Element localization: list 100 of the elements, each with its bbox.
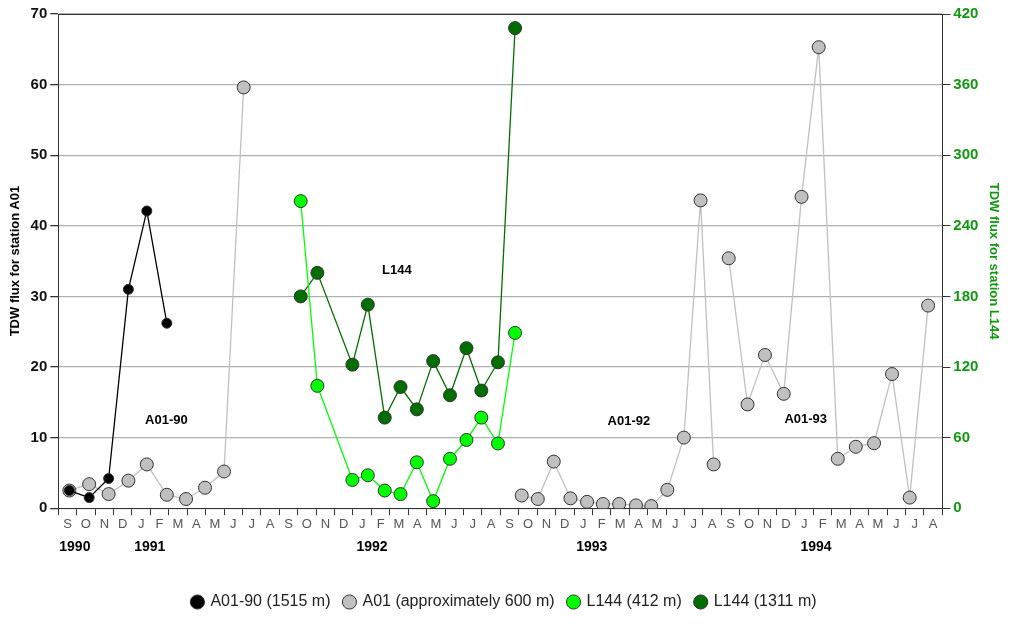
text: A — [634, 516, 644, 532]
point — [345, 357, 360, 372]
point — [660, 482, 675, 497]
text: J — [690, 516, 697, 532]
point — [459, 341, 474, 356]
y2-tick-label: 300 — [953, 145, 979, 163]
text: D — [560, 516, 570, 532]
x-tick-label: 1991 — [134, 538, 166, 555]
point — [360, 297, 375, 312]
text: S — [284, 516, 294, 532]
y-tick-label: 30 — [30, 286, 48, 304]
y-tick-label: 60 — [30, 74, 48, 92]
point — [141, 205, 153, 217]
y-tick-label: 70 — [30, 4, 48, 22]
annotation: L144 — [382, 262, 413, 278]
y-tick-label: 20 — [30, 357, 48, 375]
y2-tick-label: 360 — [953, 74, 979, 92]
text: F — [818, 516, 827, 532]
text: M — [651, 516, 663, 532]
y-tick-label: 10 — [30, 427, 48, 445]
point — [563, 491, 578, 506]
legend-label: A01-90 (1515 m) — [210, 592, 331, 610]
point — [103, 473, 115, 485]
text: D — [781, 516, 791, 532]
point — [139, 457, 154, 472]
point — [706, 457, 721, 472]
text: A — [928, 516, 938, 532]
text: N — [762, 516, 773, 532]
point — [409, 455, 424, 470]
point — [121, 473, 136, 488]
legend-label: A01 (approximately 600 m) — [362, 592, 555, 610]
point — [217, 464, 232, 479]
point — [345, 472, 360, 487]
text: A — [486, 516, 496, 532]
y-tick-label: 40 — [30, 215, 48, 233]
x-tick-label: 1992 — [356, 538, 388, 555]
point — [310, 265, 325, 280]
point — [310, 378, 325, 393]
point — [393, 380, 408, 394]
point — [848, 439, 863, 454]
point — [794, 189, 809, 204]
text: A — [413, 516, 423, 532]
point — [198, 480, 213, 495]
point — [546, 454, 561, 469]
text: J — [358, 516, 366, 532]
text: A — [707, 516, 717, 532]
y-axis-title: TDW flux for station A01 — [7, 185, 23, 337]
y2-tick-label: 240 — [953, 215, 979, 233]
point — [612, 496, 627, 509]
point — [122, 283, 134, 295]
point — [830, 451, 845, 466]
point — [740, 397, 755, 412]
point — [902, 490, 917, 505]
annotation: A01-93 — [784, 411, 828, 427]
text: J — [579, 516, 587, 532]
point — [693, 193, 708, 208]
point — [629, 498, 644, 509]
point — [426, 494, 441, 509]
y-tick-label: 50 — [30, 145, 48, 163]
y2-tick-label: 120 — [953, 357, 979, 375]
text: O — [80, 516, 91, 532]
text: N — [320, 516, 331, 532]
y-tick-label: 0 — [38, 498, 48, 516]
text: J — [451, 516, 458, 532]
text: J — [800, 516, 808, 532]
text: M — [172, 516, 184, 532]
y2-tick-label: 420 — [953, 4, 979, 22]
point — [776, 386, 791, 401]
point — [377, 483, 392, 498]
point — [508, 325, 523, 340]
text: O — [301, 516, 312, 532]
y2-tick-label: 0 — [953, 498, 962, 516]
text: M — [393, 516, 405, 532]
text: F — [376, 516, 385, 532]
text: J — [469, 516, 476, 532]
text: S — [63, 516, 73, 532]
point — [159, 487, 174, 502]
point — [490, 436, 505, 451]
point — [580, 494, 595, 509]
x-tick-label: 1990 — [59, 538, 91, 555]
point — [426, 354, 441, 369]
text: J — [137, 516, 145, 532]
point — [82, 477, 97, 492]
text: M — [209, 516, 221, 532]
point — [721, 251, 736, 266]
text: N — [541, 516, 552, 532]
text: J — [230, 516, 237, 532]
point — [474, 410, 489, 425]
text: O — [522, 516, 534, 532]
y2-tick-label: 180 — [953, 286, 979, 304]
point — [490, 355, 505, 370]
point — [236, 80, 251, 95]
point — [442, 388, 457, 403]
text: D — [118, 516, 128, 532]
text: F — [155, 516, 164, 532]
text: N — [99, 516, 110, 532]
point — [885, 367, 900, 382]
point — [377, 410, 392, 425]
legend-label: L144 (412 m) — [586, 592, 682, 610]
point — [360, 468, 375, 483]
